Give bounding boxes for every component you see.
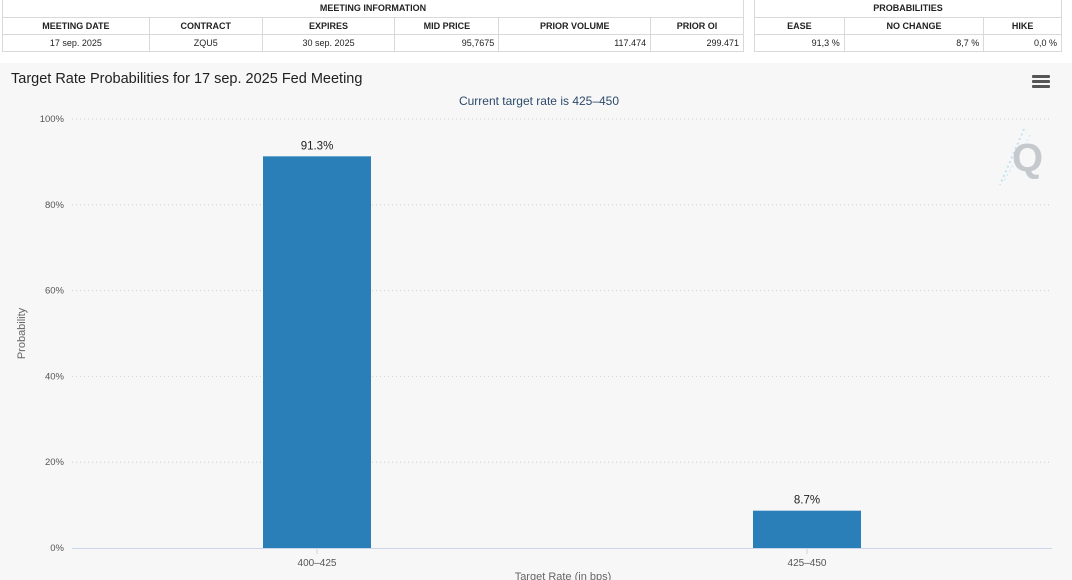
column-hike: HIKE [983, 16, 1062, 35]
hamburger-menu-icon[interactable] [1032, 75, 1050, 89]
table-row: 17 sep. 2025 ZQU5 30 sep. 2025 95,7675 1… [2, 33, 744, 52]
y-tick-label: 80% [45, 200, 65, 211]
y-tick-label: 0% [50, 543, 64, 554]
y-tick-label: 40% [45, 371, 65, 382]
hike-value: 0,0 % [983, 33, 1062, 52]
probabilities-table: PROBABILITIES EASE NO CHANGE HIKE 91,3 %… [754, 0, 1062, 52]
meeting-information-table: MEETING INFORMATION MEETING DATE CONTRAC… [2, 0, 744, 52]
chart-container: 0% 20% 40% 60% 80% 100% 91.3% 400–425 8.7% 425–45… [0, 63, 1072, 580]
x-tick-label: 400–425 [298, 558, 337, 569]
svg-text:Q: Q [1012, 136, 1043, 180]
y-axis-label: Probability [16, 307, 28, 359]
chart-subtitle: Current target rate is 425–450 [458, 94, 620, 108]
y-tick-label: 20% [45, 457, 65, 468]
bar-400–425 [263, 156, 371, 548]
prior-volume-value: 117.474 [498, 33, 652, 52]
prior-oi-value: 299.471 [650, 33, 744, 52]
data-label: 91.3% [301, 140, 334, 152]
x-axis-label: Target Rate (in bps) [515, 571, 612, 580]
mid-price-value: 95,7675 [394, 33, 500, 52]
meeting-date-value: 17 sep. 2025 [2, 33, 150, 52]
bar-425–450 [753, 510, 861, 548]
column-expires: EXPIRES [261, 16, 396, 35]
column-meeting-date: MEETING DATE [2, 16, 150, 35]
chart-title: Target Rate Probabilities for 17 sep. 20… [11, 71, 363, 87]
table-row: 91,3 % 8,7 % 0,0 % [754, 33, 1062, 52]
expires-value: 30 sep. 2025 [261, 33, 396, 52]
no-change-value: 8,7 % [843, 33, 985, 52]
column-prior-volume: PRIOR VOLUME [498, 16, 652, 35]
meeting-information-heading: MEETING INFORMATION [2, 0, 744, 18]
column-mid-price: MID PRICE [394, 16, 500, 35]
bar-chart: 0% 20% 40% 60% 80% 100% 91.3% 400–425 8.7% 425–45… [16, 114, 1052, 580]
contract-value: ZQU5 [148, 33, 263, 52]
column-contract: CONTRACT [148, 16, 263, 35]
probabilities-heading: PROBABILITIES [754, 0, 1062, 18]
x-tick-label: 425–450 [788, 558, 827, 569]
ease-value: 91,3 % [754, 33, 845, 52]
q-logo-icon: Q [999, 128, 1043, 186]
column-prior-oi: PRIOR OI [650, 16, 744, 35]
column-no-change: NO CHANGE [843, 16, 985, 35]
y-tick-label: 60% [45, 286, 65, 297]
column-ease: EASE [754, 16, 845, 35]
data-label: 8.7% [794, 495, 820, 507]
y-tick-label: 100% [40, 114, 65, 125]
